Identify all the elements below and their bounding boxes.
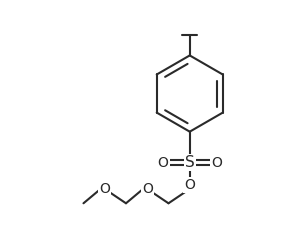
Text: O: O [99,182,110,196]
Text: S: S [185,155,195,170]
Text: O: O [158,156,168,170]
Text: O: O [211,156,222,170]
Text: O: O [142,182,153,196]
Text: O: O [184,178,195,192]
